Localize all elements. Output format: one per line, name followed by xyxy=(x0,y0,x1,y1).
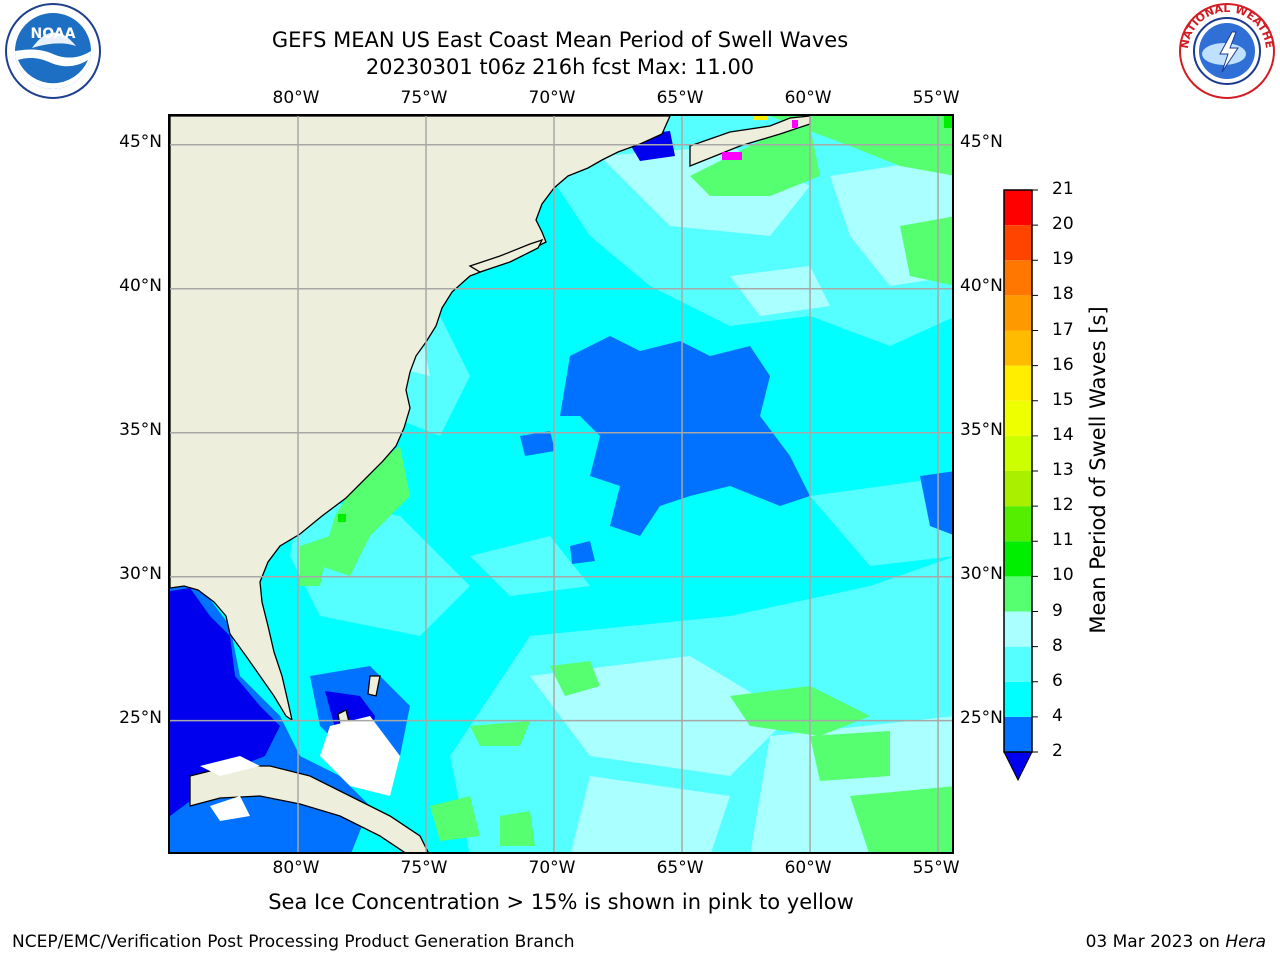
no-data-region xyxy=(200,716,400,821)
colorbar-segment xyxy=(1004,190,1032,226)
colorbar-level-label: 18 xyxy=(1052,284,1074,305)
lat-tick-right: 30°N xyxy=(960,563,1003,584)
lat-tick-left: 35°N xyxy=(119,419,162,440)
colorbar-extend-min xyxy=(1003,751,1033,782)
lon-tick-top: 55°W xyxy=(912,88,960,108)
colorbar-segment xyxy=(1004,646,1032,682)
colorbar-level-label: 2 xyxy=(1052,741,1063,761)
map-canvas xyxy=(170,116,952,852)
colorbar-level-label: 19 xyxy=(1052,249,1074,270)
colorbar-segment xyxy=(1004,576,1032,612)
colorbar-level-label: 21 xyxy=(1052,179,1074,199)
colorbar-level-label: 16 xyxy=(1052,354,1074,375)
us-mainland xyxy=(170,116,671,722)
lon-tick-bottom: 75°W xyxy=(400,858,448,878)
sea-ice-caption: Sea Ice Concentration > 15% is shown in … xyxy=(268,890,854,914)
colorbar-segment xyxy=(1004,295,1032,331)
colorbar-level-label: 6 xyxy=(1052,670,1063,691)
colorbar-segment xyxy=(1004,435,1032,471)
noaa-logo: NOAA xyxy=(5,3,101,99)
colorbar-level-label: 15 xyxy=(1052,389,1074,410)
colorbar-level-label: 9 xyxy=(1052,600,1063,621)
colorbar-segment xyxy=(1004,225,1032,261)
colorbar xyxy=(1003,189,1038,782)
colorbar-level-label: 12 xyxy=(1052,495,1074,516)
lat-tick-left: 25°N xyxy=(119,707,162,728)
generation-date: 03 Mar 2023 on Hera xyxy=(1086,932,1266,952)
sea-ice-region xyxy=(722,116,798,160)
lon-tick-bottom: 65°W xyxy=(656,858,704,878)
lat-tick-right: 45°N xyxy=(960,131,1003,152)
lon-tick-bottom: 80°W xyxy=(272,858,320,878)
colorbar-segment xyxy=(1004,506,1032,542)
colorbar-level-label: 11 xyxy=(1052,530,1074,551)
lon-tick-bottom: 55°W xyxy=(912,858,960,878)
colorbar-segment xyxy=(1004,365,1032,401)
lon-tick-bottom: 70°W xyxy=(528,858,576,878)
colorbar-segment xyxy=(1004,611,1032,647)
lat-tick-right: 40°N xyxy=(960,275,1003,296)
colorbar-segment xyxy=(1004,541,1032,577)
long-island xyxy=(468,238,544,273)
colorbar-level-label: 13 xyxy=(1052,460,1074,480)
lat-tick-right: 25°N xyxy=(960,707,1003,728)
lat-tick-left: 40°N xyxy=(119,275,162,296)
generation-machine: Hera xyxy=(1225,932,1266,952)
colorbar-segment xyxy=(1004,471,1032,507)
colorbar-segment xyxy=(1004,330,1032,366)
colorbar-segment xyxy=(1004,400,1032,436)
swell-10-11s-region xyxy=(300,116,952,852)
map-area xyxy=(168,114,954,854)
colorbar-level-label: 17 xyxy=(1052,319,1074,340)
lat-tick-right: 35°N xyxy=(960,419,1003,440)
noaa-logo-text: NOAA xyxy=(31,26,76,42)
colorbar-segment xyxy=(1004,716,1032,752)
generation-date-text: 03 Mar 2023 on xyxy=(1085,932,1220,952)
lon-tick-top: 75°W xyxy=(400,88,448,108)
colorbar-level-label: 10 xyxy=(1052,565,1074,586)
lon-tick-top: 65°W xyxy=(656,88,704,108)
producer-credit: NCEP/EMC/Verification Post Processing Pr… xyxy=(12,932,575,952)
nws-logo: NATIONAL WEATHER SERVICE xyxy=(1176,2,1276,99)
colorbar-segment xyxy=(1004,260,1032,296)
map-title: GEFS MEAN US East Coast Mean Period of S… xyxy=(271,28,849,52)
colorbar-level-label: 8 xyxy=(1052,635,1063,656)
lon-tick-top: 60°W xyxy=(784,88,832,108)
colorbar-level-label: 20 xyxy=(1052,214,1074,235)
bahamas-abaco xyxy=(367,675,381,697)
lat-tick-left: 45°N xyxy=(119,131,162,152)
lon-tick-top: 70°W xyxy=(528,88,576,108)
lon-tick-bottom: 60°W xyxy=(784,858,832,878)
map-subtitle: 20230301 t06z 216h fcst Max: 11.00 xyxy=(365,55,755,79)
colorbar-level-label: 4 xyxy=(1052,705,1063,726)
colorbar-title: Mean Period of Swell Waves [s] xyxy=(1086,306,1110,634)
lat-tick-left: 30°N xyxy=(119,563,162,584)
swell-11-12s-spots xyxy=(338,116,952,522)
gridlines xyxy=(170,116,952,852)
colorbar-segment xyxy=(1004,681,1032,717)
colorbar-level-label: 14 xyxy=(1052,424,1074,445)
lon-tick-top: 80°W xyxy=(272,88,320,108)
